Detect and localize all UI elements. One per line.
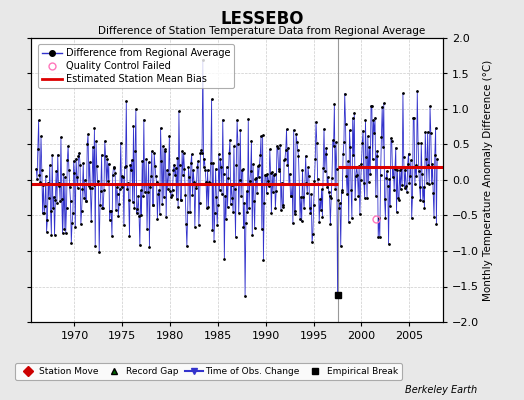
Y-axis label: Monthly Temperature Anomaly Difference (°C): Monthly Temperature Anomaly Difference (… [483,59,493,301]
Text: Difference of Station Temperature Data from Regional Average: Difference of Station Temperature Data f… [99,26,425,36]
Legend: Station Move, Record Gap, Time of Obs. Change, Empirical Break: Station Move, Record Gap, Time of Obs. C… [15,364,402,380]
Text: Berkeley Earth: Berkeley Earth [405,385,477,395]
Text: LESSEBO: LESSEBO [220,10,304,28]
